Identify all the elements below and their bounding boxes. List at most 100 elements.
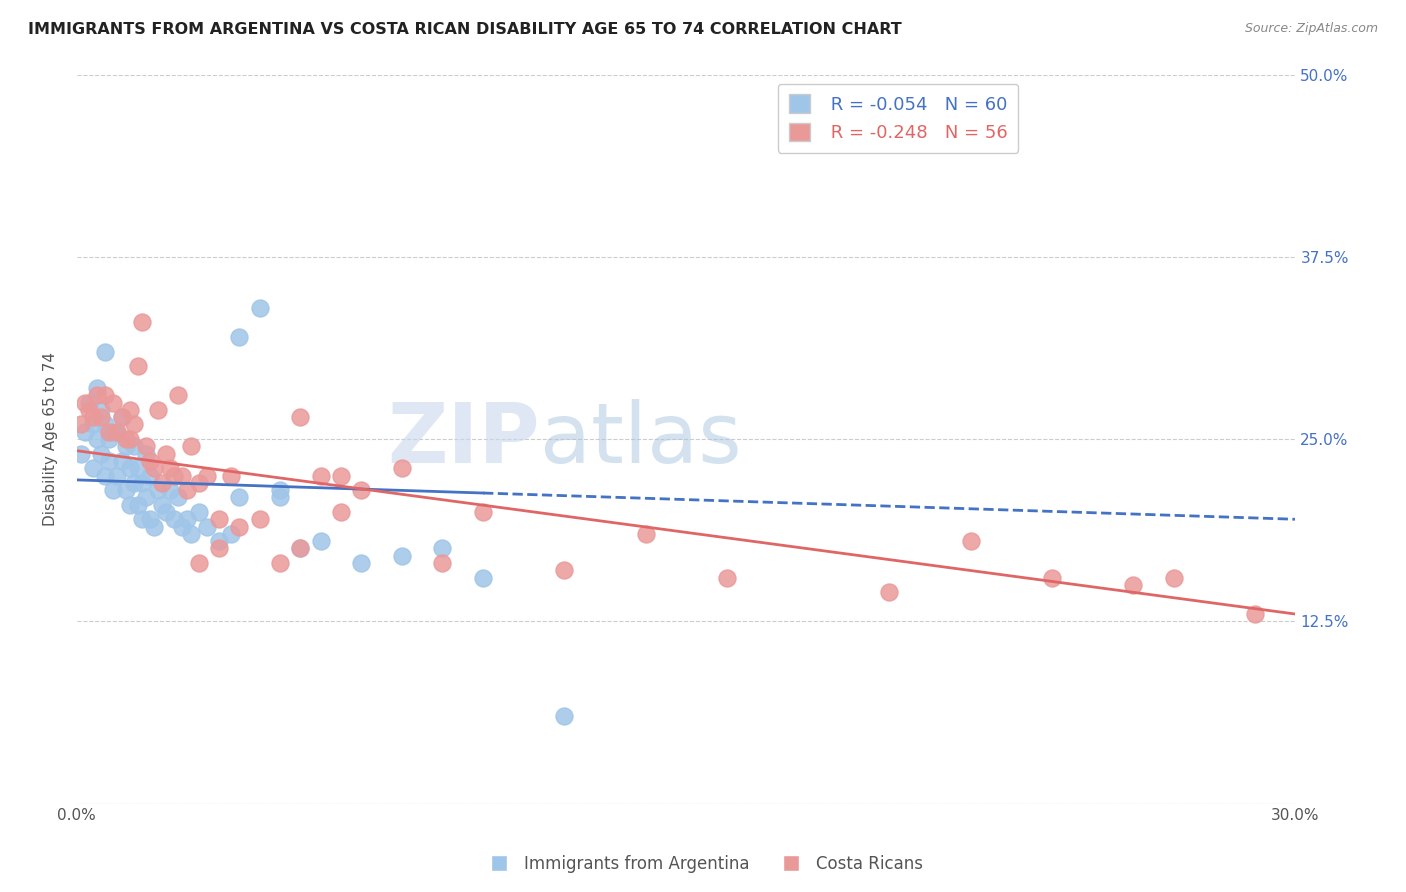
Point: [146, 403, 169, 417]
Point: [180, 526, 202, 541]
Point: [155, 447, 177, 461]
Text: IMMIGRANTS FROM ARGENTINA VS COSTA RICAN DISABILITY AGE 65 TO 74 CORRELATION CHA: IMMIGRANTS FROM ARGENTINA VS COSTA RICAN…: [28, 22, 901, 37]
Point: [159, 461, 181, 475]
Point: [107, 425, 129, 439]
Point: [70, 447, 93, 461]
Point: [77, 403, 100, 417]
Point: [114, 483, 136, 497]
Point: [82, 410, 104, 425]
Point: [135, 491, 157, 505]
Point: [70, 417, 93, 432]
Point: [90, 447, 112, 461]
Point: [187, 475, 209, 490]
Point: [114, 432, 136, 446]
Point: [249, 301, 271, 315]
Legend:  R = -0.054   N = 60,  R = -0.248   N = 56: R = -0.054 N = 60, R = -0.248 N = 56: [778, 84, 1018, 153]
Point: [150, 498, 173, 512]
Legend: Immigrants from Argentina, Costa Ricans: Immigrants from Argentina, Costa Ricans: [475, 848, 931, 880]
Point: [118, 461, 141, 475]
Point: [98, 432, 121, 446]
Point: [1122, 578, 1144, 592]
Point: [269, 556, 291, 570]
Point: [219, 468, 242, 483]
Point: [472, 505, 495, 519]
Point: [432, 541, 454, 556]
Point: [94, 388, 117, 402]
Point: [103, 395, 125, 409]
Point: [959, 534, 981, 549]
Point: [172, 468, 194, 483]
Point: [228, 519, 250, 533]
Point: [290, 541, 312, 556]
Point: [94, 468, 117, 483]
Point: [73, 425, 96, 439]
Point: [131, 315, 153, 329]
Point: [103, 483, 125, 497]
Point: [73, 395, 96, 409]
Point: [472, 571, 495, 585]
Point: [290, 541, 312, 556]
Point: [146, 483, 169, 497]
Point: [208, 541, 231, 556]
Point: [143, 461, 166, 475]
Point: [877, 585, 900, 599]
Point: [208, 512, 231, 526]
Point: [309, 534, 332, 549]
Point: [118, 432, 141, 446]
Point: [1243, 607, 1265, 621]
Point: [180, 439, 202, 453]
Point: [77, 395, 100, 409]
Text: ZIP: ZIP: [388, 399, 540, 480]
Point: [150, 475, 173, 490]
Point: [98, 425, 121, 439]
Point: [172, 519, 194, 533]
Point: [269, 483, 291, 497]
Point: [350, 483, 373, 497]
Point: [208, 534, 231, 549]
Point: [94, 344, 117, 359]
Point: [187, 505, 209, 519]
Point: [82, 417, 104, 432]
Point: [122, 417, 145, 432]
Point: [163, 468, 186, 483]
Point: [110, 454, 132, 468]
Text: atlas: atlas: [540, 399, 742, 480]
Point: [127, 359, 149, 373]
Point: [1163, 571, 1185, 585]
Point: [86, 388, 108, 402]
Point: [163, 512, 186, 526]
Point: [391, 549, 413, 563]
Point: [159, 483, 181, 497]
Point: [553, 563, 575, 577]
Point: [139, 454, 162, 468]
Point: [135, 447, 157, 461]
Point: [127, 498, 149, 512]
Point: [110, 410, 132, 425]
Point: [195, 519, 218, 533]
Text: Source: ZipAtlas.com: Source: ZipAtlas.com: [1244, 22, 1378, 36]
Point: [634, 526, 657, 541]
Point: [269, 491, 291, 505]
Point: [329, 468, 352, 483]
Point: [139, 468, 162, 483]
Point: [329, 505, 352, 519]
Point: [228, 330, 250, 344]
Point: [167, 388, 190, 402]
Point: [86, 381, 108, 395]
Point: [219, 526, 242, 541]
Point: [309, 468, 332, 483]
Point: [139, 512, 162, 526]
Point: [86, 432, 108, 446]
Point: [90, 410, 112, 425]
Point: [127, 461, 149, 475]
Point: [1040, 571, 1063, 585]
Y-axis label: Disability Age 65 to 74: Disability Age 65 to 74: [44, 352, 58, 526]
Point: [143, 519, 166, 533]
Point: [107, 468, 129, 483]
Point: [94, 417, 117, 432]
Point: [176, 483, 198, 497]
Point: [82, 461, 104, 475]
Point: [350, 556, 373, 570]
Point: [155, 505, 177, 519]
Point: [391, 461, 413, 475]
